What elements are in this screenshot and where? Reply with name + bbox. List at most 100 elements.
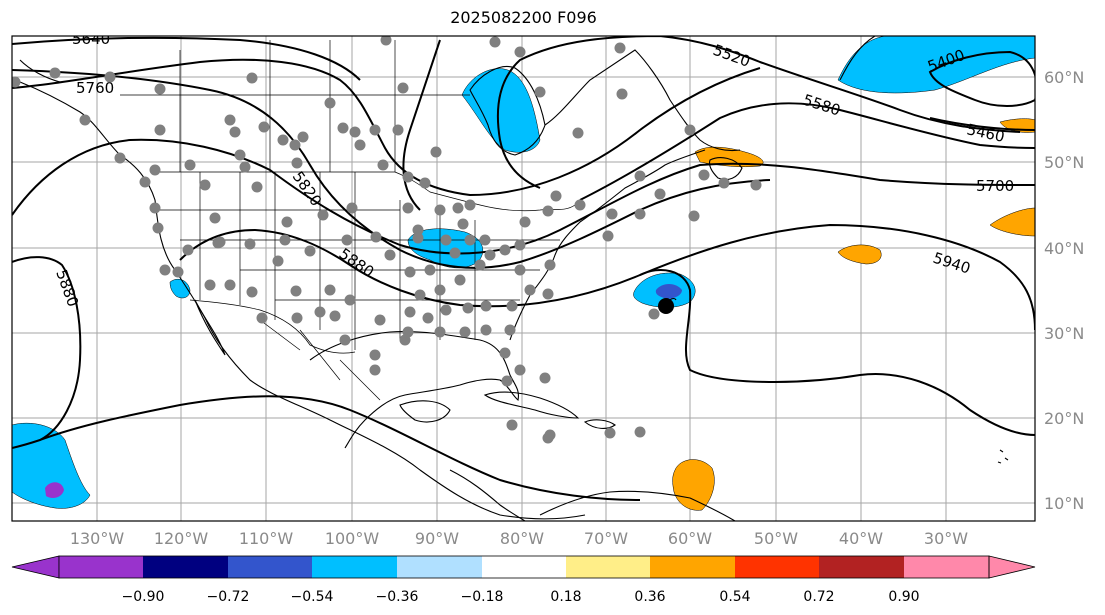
station-dot xyxy=(152,222,164,234)
station-dot xyxy=(289,139,301,151)
station-dot xyxy=(479,234,491,246)
station-dot xyxy=(224,279,236,291)
station-dot xyxy=(504,324,516,336)
station-dot xyxy=(459,326,471,338)
station-dot xyxy=(349,126,361,138)
lat-label: 40°N xyxy=(1044,239,1084,258)
station-dot xyxy=(572,127,584,139)
lon-label: 120°W xyxy=(154,529,209,548)
station-dot xyxy=(634,426,646,438)
station-dot xyxy=(501,375,513,387)
station-dot xyxy=(688,210,700,222)
station-dot xyxy=(604,427,616,439)
contour-label: 5700 xyxy=(976,177,1014,195)
station-dot xyxy=(606,208,618,220)
station-dot xyxy=(484,249,496,261)
contour-5940 xyxy=(639,269,1035,436)
station-dot xyxy=(402,202,414,214)
station-dot xyxy=(337,122,349,134)
coast-hispaniola xyxy=(583,419,616,429)
colorbar-segment xyxy=(735,556,819,578)
station-dot xyxy=(369,364,381,376)
station-dot xyxy=(414,289,426,301)
station-dot xyxy=(574,199,586,211)
coast-central-america xyxy=(449,469,526,521)
station-dot xyxy=(324,97,336,109)
station-dot xyxy=(297,131,309,143)
station-dot xyxy=(291,157,303,169)
station-dot xyxy=(246,286,258,298)
lon-label: 130°W xyxy=(70,529,125,548)
shade-east-2 xyxy=(989,207,1035,237)
station-dot xyxy=(457,218,469,230)
station-dot xyxy=(480,324,492,336)
station-dot xyxy=(139,176,151,188)
map-frame xyxy=(11,35,1036,522)
colorbar-tick-label: 0.72 xyxy=(803,589,834,605)
contour-label: 5760 xyxy=(76,79,114,97)
station-dot xyxy=(244,238,256,250)
station-dot xyxy=(449,247,461,259)
station-dot xyxy=(462,302,474,314)
station-dot xyxy=(399,334,411,346)
station-dot xyxy=(634,208,646,220)
station-dot xyxy=(464,234,476,246)
colorbar-extend-max xyxy=(988,555,1036,579)
station-dot xyxy=(114,152,126,164)
station-dot xyxy=(424,264,436,276)
colorbar-segment xyxy=(650,556,735,578)
colorbar-segment xyxy=(59,556,143,578)
lon-label: 100°W xyxy=(325,529,380,548)
station-dot xyxy=(404,306,416,318)
station-dot xyxy=(430,146,442,158)
station-dot xyxy=(234,149,246,161)
contour-5460 xyxy=(929,117,1035,131)
lon-label: 90°W xyxy=(415,529,459,548)
shade-east-3 xyxy=(837,244,882,265)
coast-small-islands-east xyxy=(997,449,1009,464)
station-dot xyxy=(519,216,531,228)
station-dot xyxy=(634,170,646,182)
lon-label: 30°W xyxy=(924,529,968,548)
station-dot xyxy=(49,67,61,79)
station-dot xyxy=(412,232,424,244)
station-dot xyxy=(209,212,221,224)
station-dot xyxy=(602,230,614,242)
coast-baja xyxy=(194,299,226,356)
station-dot xyxy=(422,312,434,324)
station-dot xyxy=(159,264,171,276)
station-dot xyxy=(654,188,666,200)
colorbar-tick-label: 0.36 xyxy=(634,589,665,605)
station-dot xyxy=(718,177,730,189)
station-dot xyxy=(281,216,293,228)
station-dot xyxy=(380,36,392,46)
station-dot xyxy=(258,121,270,133)
station-dot xyxy=(346,202,358,214)
station-dot xyxy=(324,284,336,296)
station-dot xyxy=(397,82,409,94)
station-dot xyxy=(277,134,289,146)
lat-label: 60°N xyxy=(1044,68,1084,87)
colorbar-tick-label: −0.72 xyxy=(207,589,250,605)
colorbar-tick-label: −0.54 xyxy=(291,589,334,605)
station-dot xyxy=(272,255,284,267)
station-dot xyxy=(154,83,166,95)
station-dot xyxy=(539,372,551,384)
contour-5760 xyxy=(12,58,761,197)
station-dot xyxy=(256,312,268,324)
contour-5580b xyxy=(579,102,1035,201)
contour-5580 xyxy=(402,39,441,211)
station-dot xyxy=(542,288,554,300)
station-dot xyxy=(506,419,518,431)
shade-labrador xyxy=(694,146,764,168)
station-dot xyxy=(534,86,546,98)
station-dot xyxy=(474,259,486,271)
station-dot xyxy=(369,124,381,136)
station-dot xyxy=(304,245,316,257)
lon-label: 40°W xyxy=(839,529,883,548)
station-dot xyxy=(464,199,476,211)
station-dot xyxy=(290,285,302,297)
station-dot xyxy=(184,159,196,171)
shade-bermuda-core xyxy=(655,284,682,299)
contour-5520 xyxy=(496,36,1021,189)
